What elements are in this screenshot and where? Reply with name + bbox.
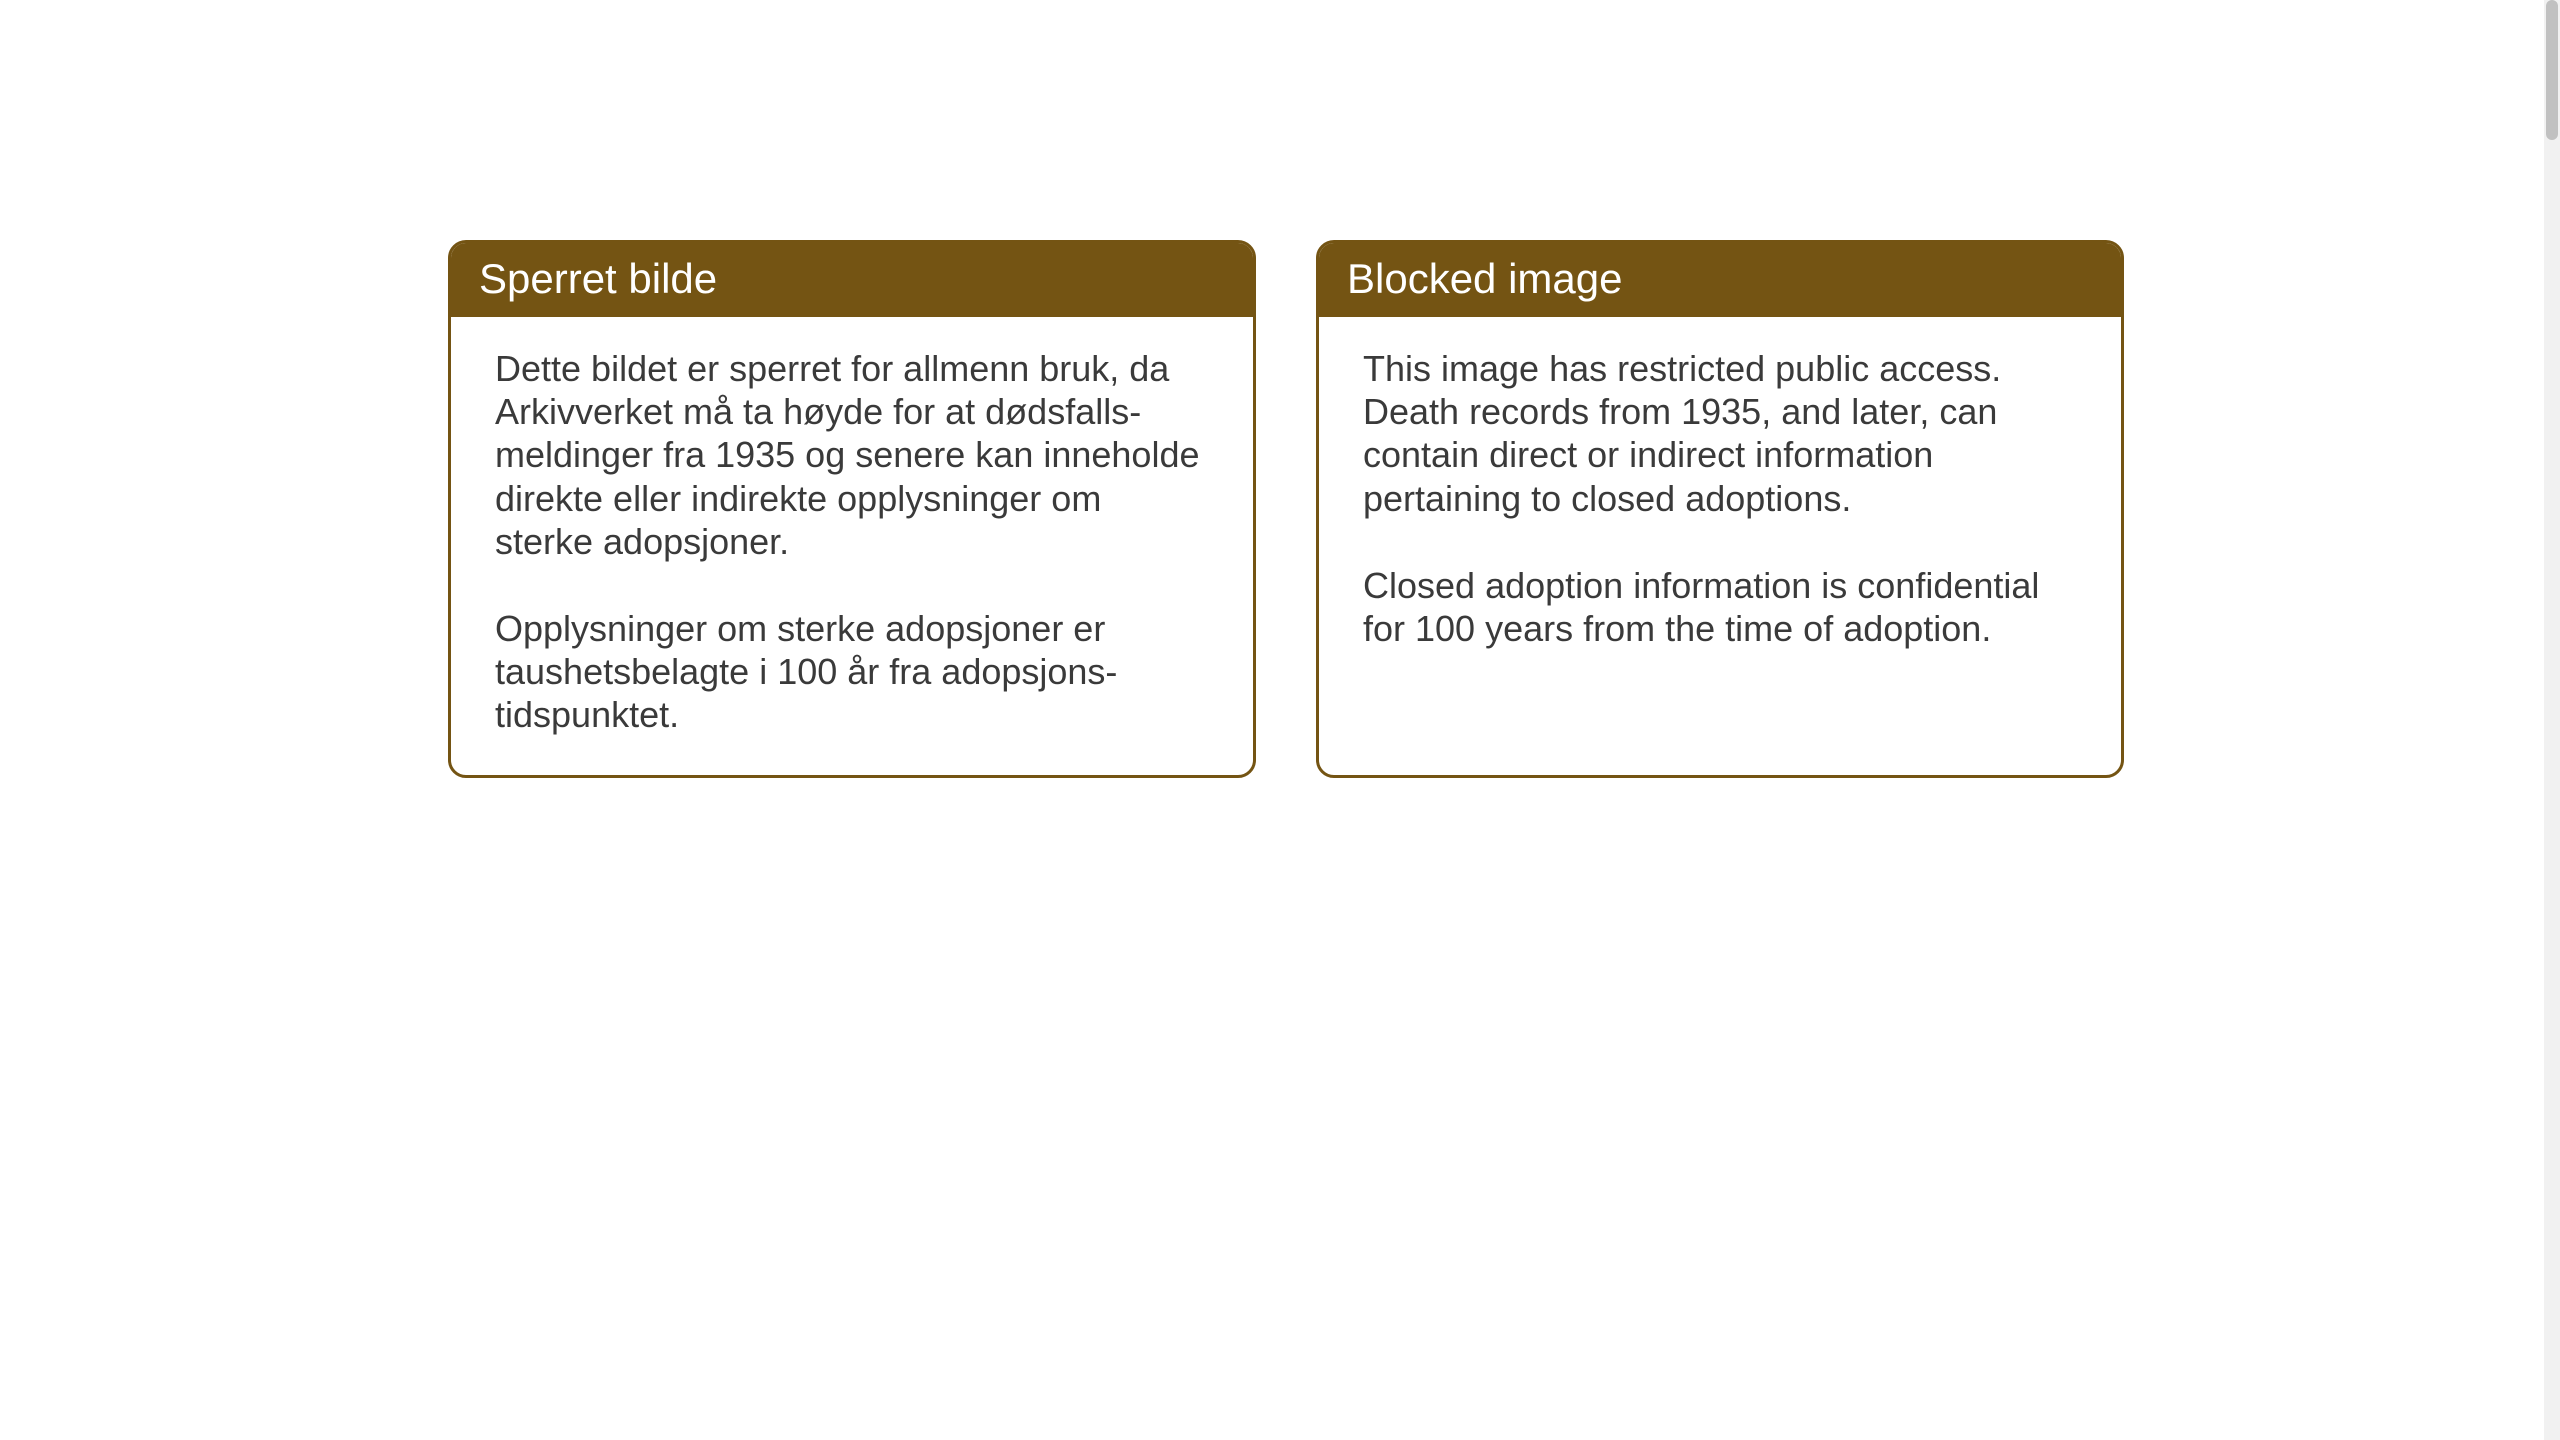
card-english: Blocked image This image has restricted … (1316, 240, 2124, 778)
card-title-no: Sperret bilde (479, 255, 717, 302)
card-header-en: Blocked image (1319, 243, 2121, 317)
scrollbar-track[interactable] (2544, 0, 2560, 1440)
card-paragraph-no-1: Dette bildet er sperret for allmenn bruk… (495, 347, 1209, 563)
card-title-en: Blocked image (1347, 255, 1622, 302)
scrollbar-thumb[interactable] (2546, 0, 2558, 140)
card-header-no: Sperret bilde (451, 243, 1253, 317)
card-body-no: Dette bildet er sperret for allmenn bruk… (451, 317, 1253, 775)
card-body-en: This image has restricted public access.… (1319, 317, 2121, 737)
card-paragraph-en-1: This image has restricted public access.… (1363, 347, 2077, 520)
card-norwegian: Sperret bilde Dette bildet er sperret fo… (448, 240, 1256, 778)
card-paragraph-no-2: Opplysninger om sterke adopsjoner er tau… (495, 607, 1209, 737)
card-paragraph-en-2: Closed adoption information is confident… (1363, 564, 2077, 650)
cards-container: Sperret bilde Dette bildet er sperret fo… (0, 0, 2560, 778)
